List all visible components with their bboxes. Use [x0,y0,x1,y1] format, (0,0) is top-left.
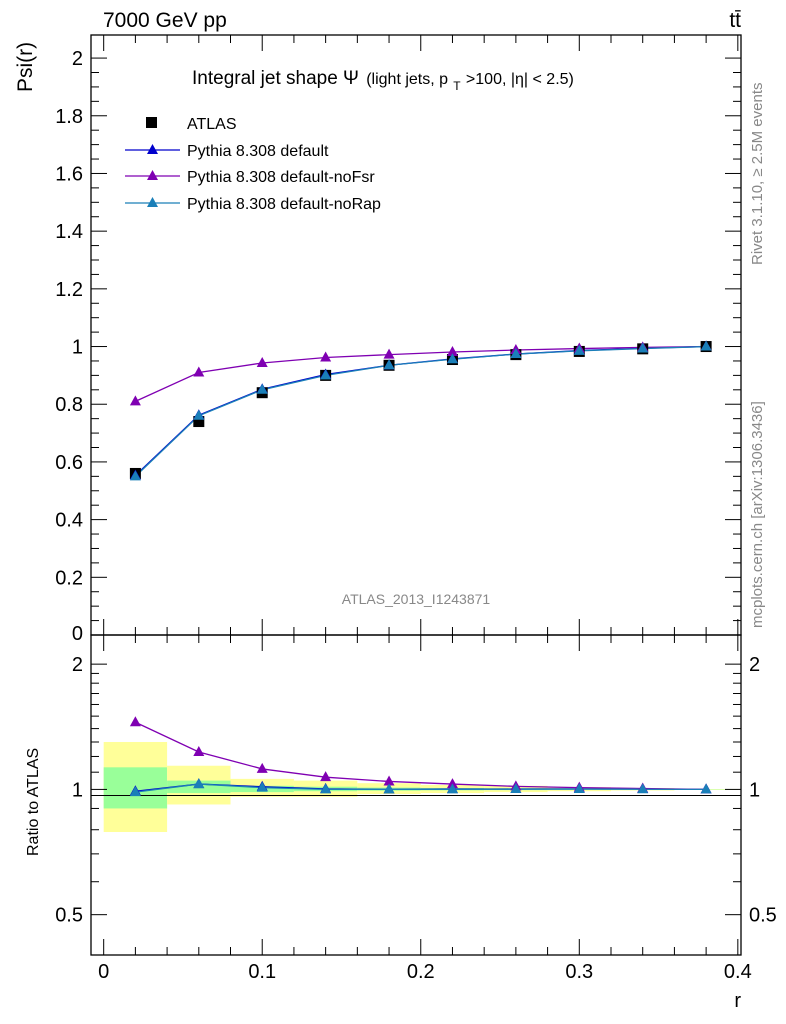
main-y-tick-label: 0.6 [55,452,83,474]
series-point-1 [446,346,458,357]
ratio-series-point-2 [446,783,458,794]
series-point-2 [320,369,332,380]
x-tick-label: 0.3 [565,961,593,983]
ratio-y-tick-labels: 0.5 0.5 1 1 2 2 [55,654,777,927]
main-y-tick-label: 1.4 [55,221,83,243]
ratio-series-point-1 [320,771,332,782]
process-label: tt̄ [729,9,741,32]
main-y-tick-label: 0.4 [55,510,83,532]
legend-marker-default [147,144,158,154]
ratio-series-point-2 [256,781,268,792]
ratio-axis-ticks [91,635,741,956]
title-condition-sub: T [453,79,461,93]
main-y-tick-label: 1.6 [55,163,83,185]
ratio-series-point-1 [446,778,458,789]
main-y-axis-label: Psi(r) [14,42,37,92]
x-tick-label: 0.4 [724,961,752,983]
main-y-tick-label: 1.8 [55,106,83,128]
ratio-y-tick-label-right: 1 [749,779,760,801]
ratio-series-point-1 [256,762,268,773]
ratio-series-point-2 [573,783,585,794]
series-point-2 [637,342,649,353]
mcplots-label: mcplots.cern.ch [arXiv:1306.3436] [749,401,766,628]
main-y-tick-labels: 0.2 0.4 0.6 0.8 1 1.2 1.4 1.6 1.8 2 0 [55,48,83,645]
series-line-1 [135,345,707,402]
legend-label-atlas: ATLAS [187,116,237,133]
ratio-series-point-2 [193,778,205,789]
series-point-2 [193,409,205,420]
ratio-series-point-2 [383,783,395,794]
main-y-tick-label: 2 [72,48,83,70]
series-point-2 [700,340,712,351]
main-axis-ticks [91,35,741,636]
ratio-series-point-1 [193,745,205,756]
main-y-tick-label: 0.8 [55,394,83,416]
title-symbol: Ψ [343,68,359,89]
legend-marker-atlas [146,117,157,128]
series-point-2 [573,344,585,355]
main-y-tick-label-zero: 0 [72,623,83,645]
series-point-2 [256,383,268,394]
x-tick-label: 0 [98,961,109,983]
series-point-1 [383,348,395,359]
ratio-series-group [129,716,712,797]
title-condition-b: >100, |η| < 2.5) [466,71,574,88]
title-condition-a: (light jets, p [366,71,448,88]
title-main: Integral jet shape [192,68,338,89]
series-point-1 [320,351,332,362]
series-point-1 [256,356,268,367]
ratio-series-point-2 [320,783,332,794]
ratio-series-line-1 [135,721,707,791]
series-point-2 [129,470,141,481]
series-line-0 [134,345,707,476]
analysis-watermark: ATLAS_2013_I1243871 [342,591,491,607]
series-point-2 [510,348,522,359]
legend-marker-nofsr [147,170,158,180]
legend-label-nofsr: Pythia 8.308 default-noFsr [187,169,375,186]
ratio-series-point-2 [637,783,649,794]
main-series-group [129,340,712,481]
series-point-2 [383,359,395,370]
x-tick-labels: 0 0.1 0.2 0.3 0.4 [98,961,752,983]
x-axis-label: r [734,990,741,1012]
x-tick-label: 0.2 [407,961,435,983]
ratio-series-point-1 [129,716,141,727]
legend-marker-norap [147,197,158,207]
x-tick-label: 0.1 [248,961,276,983]
legend: ATLAS Pythia 8.308 default Pythia 8.308 … [125,116,381,213]
ratio-y-tick-label: 1 [72,779,83,801]
ratio-y-tick-label: 2 [72,654,83,676]
plot-title: Integral jet shape Ψ (light jets, p T >1… [192,68,574,95]
series-point-1 [129,395,141,406]
ratio-series-line-2 [135,783,707,793]
ratio-series-point-1 [383,775,395,786]
energy-label: 7000 GeV pp [103,9,227,32]
legend-label-norap: Pythia 8.308 default-noRap [187,196,381,213]
ratio-y-tick-label-right: 0.5 [749,905,777,927]
ratio-y-tick-label-right: 2 [749,654,760,676]
atlas-data-point [193,416,205,428]
ratio-y-axis-label: Ratio to ATLAS [25,748,42,856]
main-y-tick-label: 1.2 [55,279,83,301]
series-point-1 [193,366,205,377]
ratio-series-point-2 [700,783,712,794]
ratio-series-point-2 [129,786,141,797]
ratio-series-point-2 [510,783,522,794]
series-line-2 [134,345,707,477]
ratio-y-tick-label: 0.5 [55,905,83,927]
main-y-tick-label: 0.2 [55,567,83,589]
main-y-tick-label: 1 [72,337,83,359]
legend-label-default: Pythia 8.308 default [187,143,329,160]
rivet-version-label: Rivet 3.1.10, ≥ 2.5M events [749,83,766,266]
series-point-2 [446,353,458,364]
